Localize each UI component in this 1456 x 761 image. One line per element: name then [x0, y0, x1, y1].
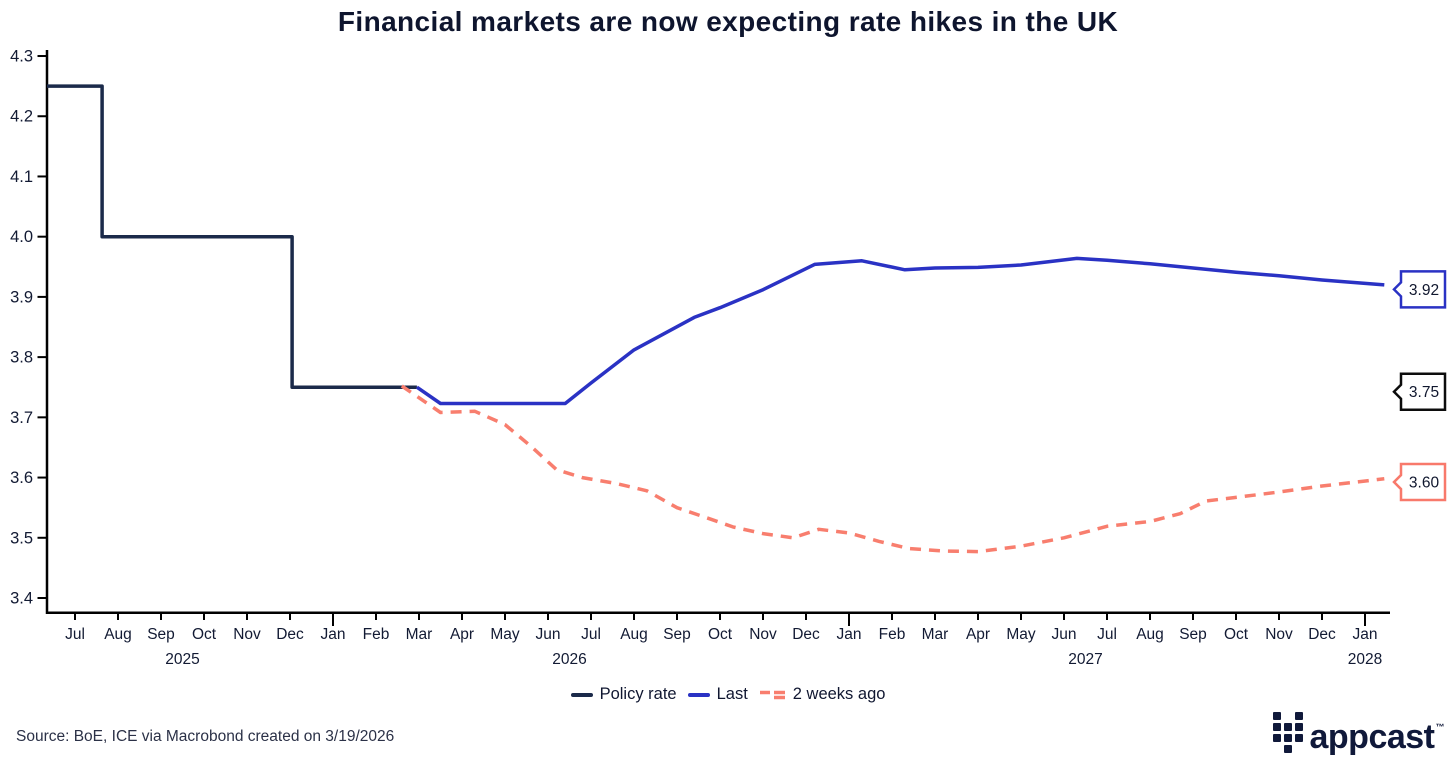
y-tick-label: 3.7 — [10, 409, 33, 427]
logo-square — [1272, 734, 1281, 742]
annotation-value: 3.75 — [1409, 384, 1439, 401]
annotation-box — [1392, 372, 1447, 411]
x-tick-label: Jul — [1097, 626, 1117, 643]
annotation-box — [1392, 270, 1447, 309]
x-tick-label: Nov — [1265, 626, 1293, 643]
x-tick-label: Jan — [837, 626, 862, 643]
x-tick-label: Oct — [1224, 626, 1249, 643]
annotation-value: 3.60 — [1409, 475, 1440, 492]
x-year-label: 2025 — [165, 651, 199, 668]
x-tick-label: May — [1006, 626, 1036, 643]
legend-swatch-policy-rate — [570, 692, 593, 697]
logo-square — [1283, 723, 1292, 731]
y-tick-label: 3.5 — [10, 529, 33, 547]
appcast-logo-text: appcast™ — [1309, 718, 1445, 756]
x-tick-label: Nov — [749, 626, 777, 643]
x-tick-label: Apr — [450, 626, 474, 643]
legend-item-2-weeks-ago: 2 weeks ago — [759, 685, 886, 704]
logo-square — [1294, 734, 1303, 742]
series-policy-rate-line — [47, 84, 417, 389]
logo-square — [1283, 745, 1292, 753]
y-tick-label: 3.6 — [10, 469, 33, 487]
logo-square — [1272, 712, 1281, 720]
y-tick-label: 3.9 — [10, 288, 33, 306]
logo-square — [1294, 712, 1303, 720]
x-tick-label: Feb — [363, 626, 390, 643]
appcast-logo-icon — [1272, 712, 1303, 753]
axis-lines — [45, 50, 1390, 614]
legend-label: Last — [716, 685, 748, 703]
x-tick-label: Oct — [192, 626, 217, 643]
y-tick-label: 4.1 — [10, 168, 33, 186]
y-tick-label: 4.2 — [10, 108, 33, 126]
source-note: Source: BoE, ICE via Macrobond created o… — [16, 728, 395, 745]
chart-plot: 4.3 4.2 4.1 4.0 3.9 3.8 3.7 3.6 3.5 3.4 Jul Aug Sep O… — [10, 48, 1447, 668]
x-tick-label: May — [490, 626, 520, 643]
logo-square — [1283, 734, 1292, 742]
x-tick-label: Aug — [620, 626, 648, 643]
x-tick-label: Dec — [1308, 626, 1336, 643]
legend-item-last: Last — [687, 685, 748, 704]
x-tick-label: Apr — [966, 626, 990, 643]
appcast-logo: appcast™ — [1272, 707, 1445, 758]
x-tick-label: Dec — [276, 626, 304, 643]
legend-swatch-last — [687, 692, 710, 697]
x-tick-label: Nov — [233, 626, 261, 643]
chart-legend: Policy rate Last 2 weeks ago — [0, 685, 1456, 704]
x-tick-label: Jun — [1052, 626, 1077, 643]
x-tick-label: Aug — [104, 626, 132, 643]
series-last-line — [415, 256, 1385, 406]
y-tick-label: 3.8 — [10, 349, 33, 367]
x-tick-label: Jul — [65, 626, 85, 643]
x-year-label: 2027 — [1068, 651, 1102, 668]
logo-square — [1294, 723, 1303, 731]
annotation-value: 3.92 — [1409, 282, 1439, 299]
x-tick-label: Jan — [1353, 626, 1378, 643]
logo-square — [1272, 723, 1281, 731]
x-tick-label: Mar — [922, 626, 949, 643]
x-tick-label: Sep — [147, 626, 175, 643]
annotation-box — [1392, 462, 1447, 502]
legend-swatch-2-weeks-ago — [759, 690, 785, 700]
x-tick-label: Sep — [1179, 626, 1207, 643]
x-tick-label: Sep — [663, 626, 691, 643]
x-tick-label: Mar — [406, 626, 433, 643]
chart-title: Financial markets are now expecting rate… — [337, 6, 1119, 37]
x-tick-label: Jan — [321, 626, 346, 643]
x-tick-label: Dec — [792, 626, 820, 643]
trademark-symbol: ™ — [1435, 722, 1445, 732]
x-year-label: 2026 — [552, 651, 586, 668]
legend-label: 2 weeks ago — [792, 685, 886, 703]
series-2-weeks-ago-line — [400, 384, 1385, 554]
x-tick-label: Aug — [1136, 626, 1164, 643]
y-tick-label: 4.3 — [10, 48, 33, 66]
x-tick-label: Jul — [581, 626, 601, 643]
x-tick-label: Oct — [708, 626, 733, 643]
legend-label: Policy rate — [599, 685, 677, 703]
x-tick-label: Jun — [536, 626, 561, 643]
y-tick-label: 3.4 — [10, 590, 33, 608]
x-tick-label: Feb — [879, 626, 906, 643]
y-tick-label: 4.0 — [10, 228, 33, 246]
x-year-label: 2028 — [1348, 651, 1382, 668]
legend-item-policy-rate: Policy rate — [570, 685, 677, 704]
